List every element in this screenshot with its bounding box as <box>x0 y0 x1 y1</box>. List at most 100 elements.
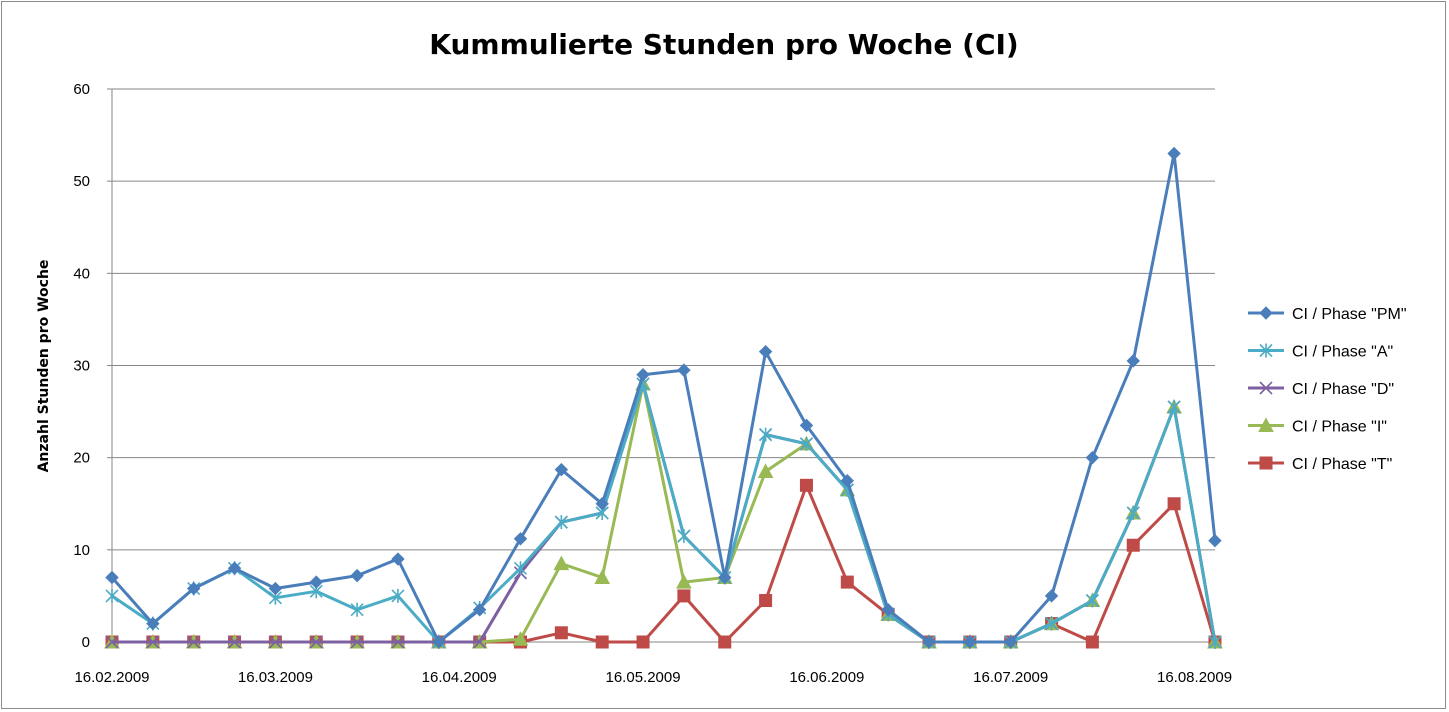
data-point <box>758 344 773 359</box>
data-point <box>759 427 773 442</box>
data-point <box>146 635 160 649</box>
data-point <box>1167 146 1181 161</box>
x-tick-label: 16.02.2009 <box>74 669 149 686</box>
legend-label: CI / Phase "T" <box>1292 456 1392 473</box>
y-tick-label: 60 <box>73 81 90 98</box>
legend-label: CI / Phase "I" <box>1292 419 1387 436</box>
data-point <box>227 635 242 649</box>
data-point <box>718 635 732 649</box>
y-tick-label: 40 <box>73 265 90 282</box>
data-point <box>799 418 814 433</box>
y-tick-label: 20 <box>73 450 90 467</box>
data-point <box>840 474 855 488</box>
data-point <box>512 631 529 646</box>
data-point <box>1126 538 1140 552</box>
data-point <box>1085 450 1100 465</box>
data-point <box>757 463 774 478</box>
legend-item: CI / Phase "PM" <box>1248 306 1407 323</box>
legend-item: CI / Phase "D" <box>1248 381 1394 398</box>
series-line <box>111 382 1217 644</box>
data-point <box>799 478 813 492</box>
series-3 <box>104 375 1223 649</box>
data-point <box>473 635 487 649</box>
x-tick-label: 16.03.2009 <box>238 669 313 686</box>
data-point <box>1044 589 1059 603</box>
legend-item: CI / Phase "A" <box>1248 343 1393 361</box>
data-point <box>1167 497 1181 511</box>
data-point <box>1003 635 1018 649</box>
data-point <box>391 552 405 566</box>
legend-label: CI / Phase "PM" <box>1292 306 1407 323</box>
axes: 0 10 20 30 40 50 60 16.02.2009 16.03.2009 16.04.2… <box>73 81 1232 686</box>
x-tick-label: 16.04.2009 <box>422 669 497 686</box>
data-point <box>1258 417 1274 432</box>
legend-label: CI / Phase "D" <box>1292 381 1394 398</box>
data-point <box>554 515 568 530</box>
data-point <box>553 555 570 571</box>
data-point <box>227 561 242 575</box>
data-point <box>105 635 119 649</box>
series-line <box>110 152 1217 644</box>
data-point <box>105 588 119 603</box>
data-point <box>759 594 773 608</box>
data-point <box>922 635 936 649</box>
data-point <box>1259 343 1273 358</box>
data-point <box>636 635 650 649</box>
data-point <box>1085 635 1099 649</box>
x-tick-label: 16.06.2009 <box>789 669 864 686</box>
data-point <box>594 569 611 584</box>
data-point <box>350 602 364 617</box>
data-point <box>554 626 568 640</box>
data-point <box>472 603 487 617</box>
gridlines <box>112 88 1215 551</box>
data-point <box>187 635 201 649</box>
data-point <box>146 616 160 631</box>
data-point <box>1167 399 1181 414</box>
data-point <box>1259 306 1273 320</box>
x-tick-label: 16.08.2009 <box>1157 669 1232 686</box>
data-point <box>1259 456 1273 470</box>
data-point <box>1259 381 1273 395</box>
data-point <box>881 603 895 617</box>
data-point <box>268 581 283 596</box>
y-tick-label: 0 <box>82 634 90 651</box>
y-tick-label: 10 <box>73 542 90 559</box>
data-point <box>1208 635 1222 649</box>
series-1 <box>105 376 1222 649</box>
data-point <box>1085 593 1099 608</box>
data-point <box>676 574 692 589</box>
chart-title: Kummulierte Stunden pro Woche (CI) <box>429 28 1018 61</box>
data-point <box>840 575 854 589</box>
series-2 <box>105 377 1222 649</box>
data-point <box>554 462 569 477</box>
x-tick-label: 16.05.2009 <box>606 669 681 686</box>
data-point <box>1126 505 1140 520</box>
data-point <box>677 363 691 377</box>
data-point <box>391 635 405 649</box>
y-axis-label: Anzahl Stunden pro Woche <box>36 260 52 473</box>
data-point <box>718 570 732 585</box>
data-point <box>513 532 528 546</box>
data-point <box>391 588 405 603</box>
data-point <box>513 561 528 576</box>
legend-label: CI / Phase "A" <box>1292 344 1393 361</box>
data-point <box>268 635 282 649</box>
y-tick-label: 50 <box>73 173 90 190</box>
data-point <box>1208 533 1222 548</box>
series-0 <box>105 146 1222 649</box>
data-point <box>105 570 119 585</box>
x-tick-label: 16.07.2009 <box>973 669 1048 686</box>
data-point <box>309 635 323 649</box>
y-tick-label: 30 <box>73 358 90 375</box>
data-point <box>1126 354 1140 368</box>
legend-item: CI / Phase "I" <box>1248 417 1387 436</box>
data-point <box>186 581 201 596</box>
data-point <box>677 589 691 603</box>
series-lines <box>104 146 1223 649</box>
data-point <box>1044 616 1059 631</box>
data-point <box>309 575 323 589</box>
data-point <box>677 529 691 544</box>
data-point <box>963 635 977 649</box>
data-point <box>799 436 814 451</box>
